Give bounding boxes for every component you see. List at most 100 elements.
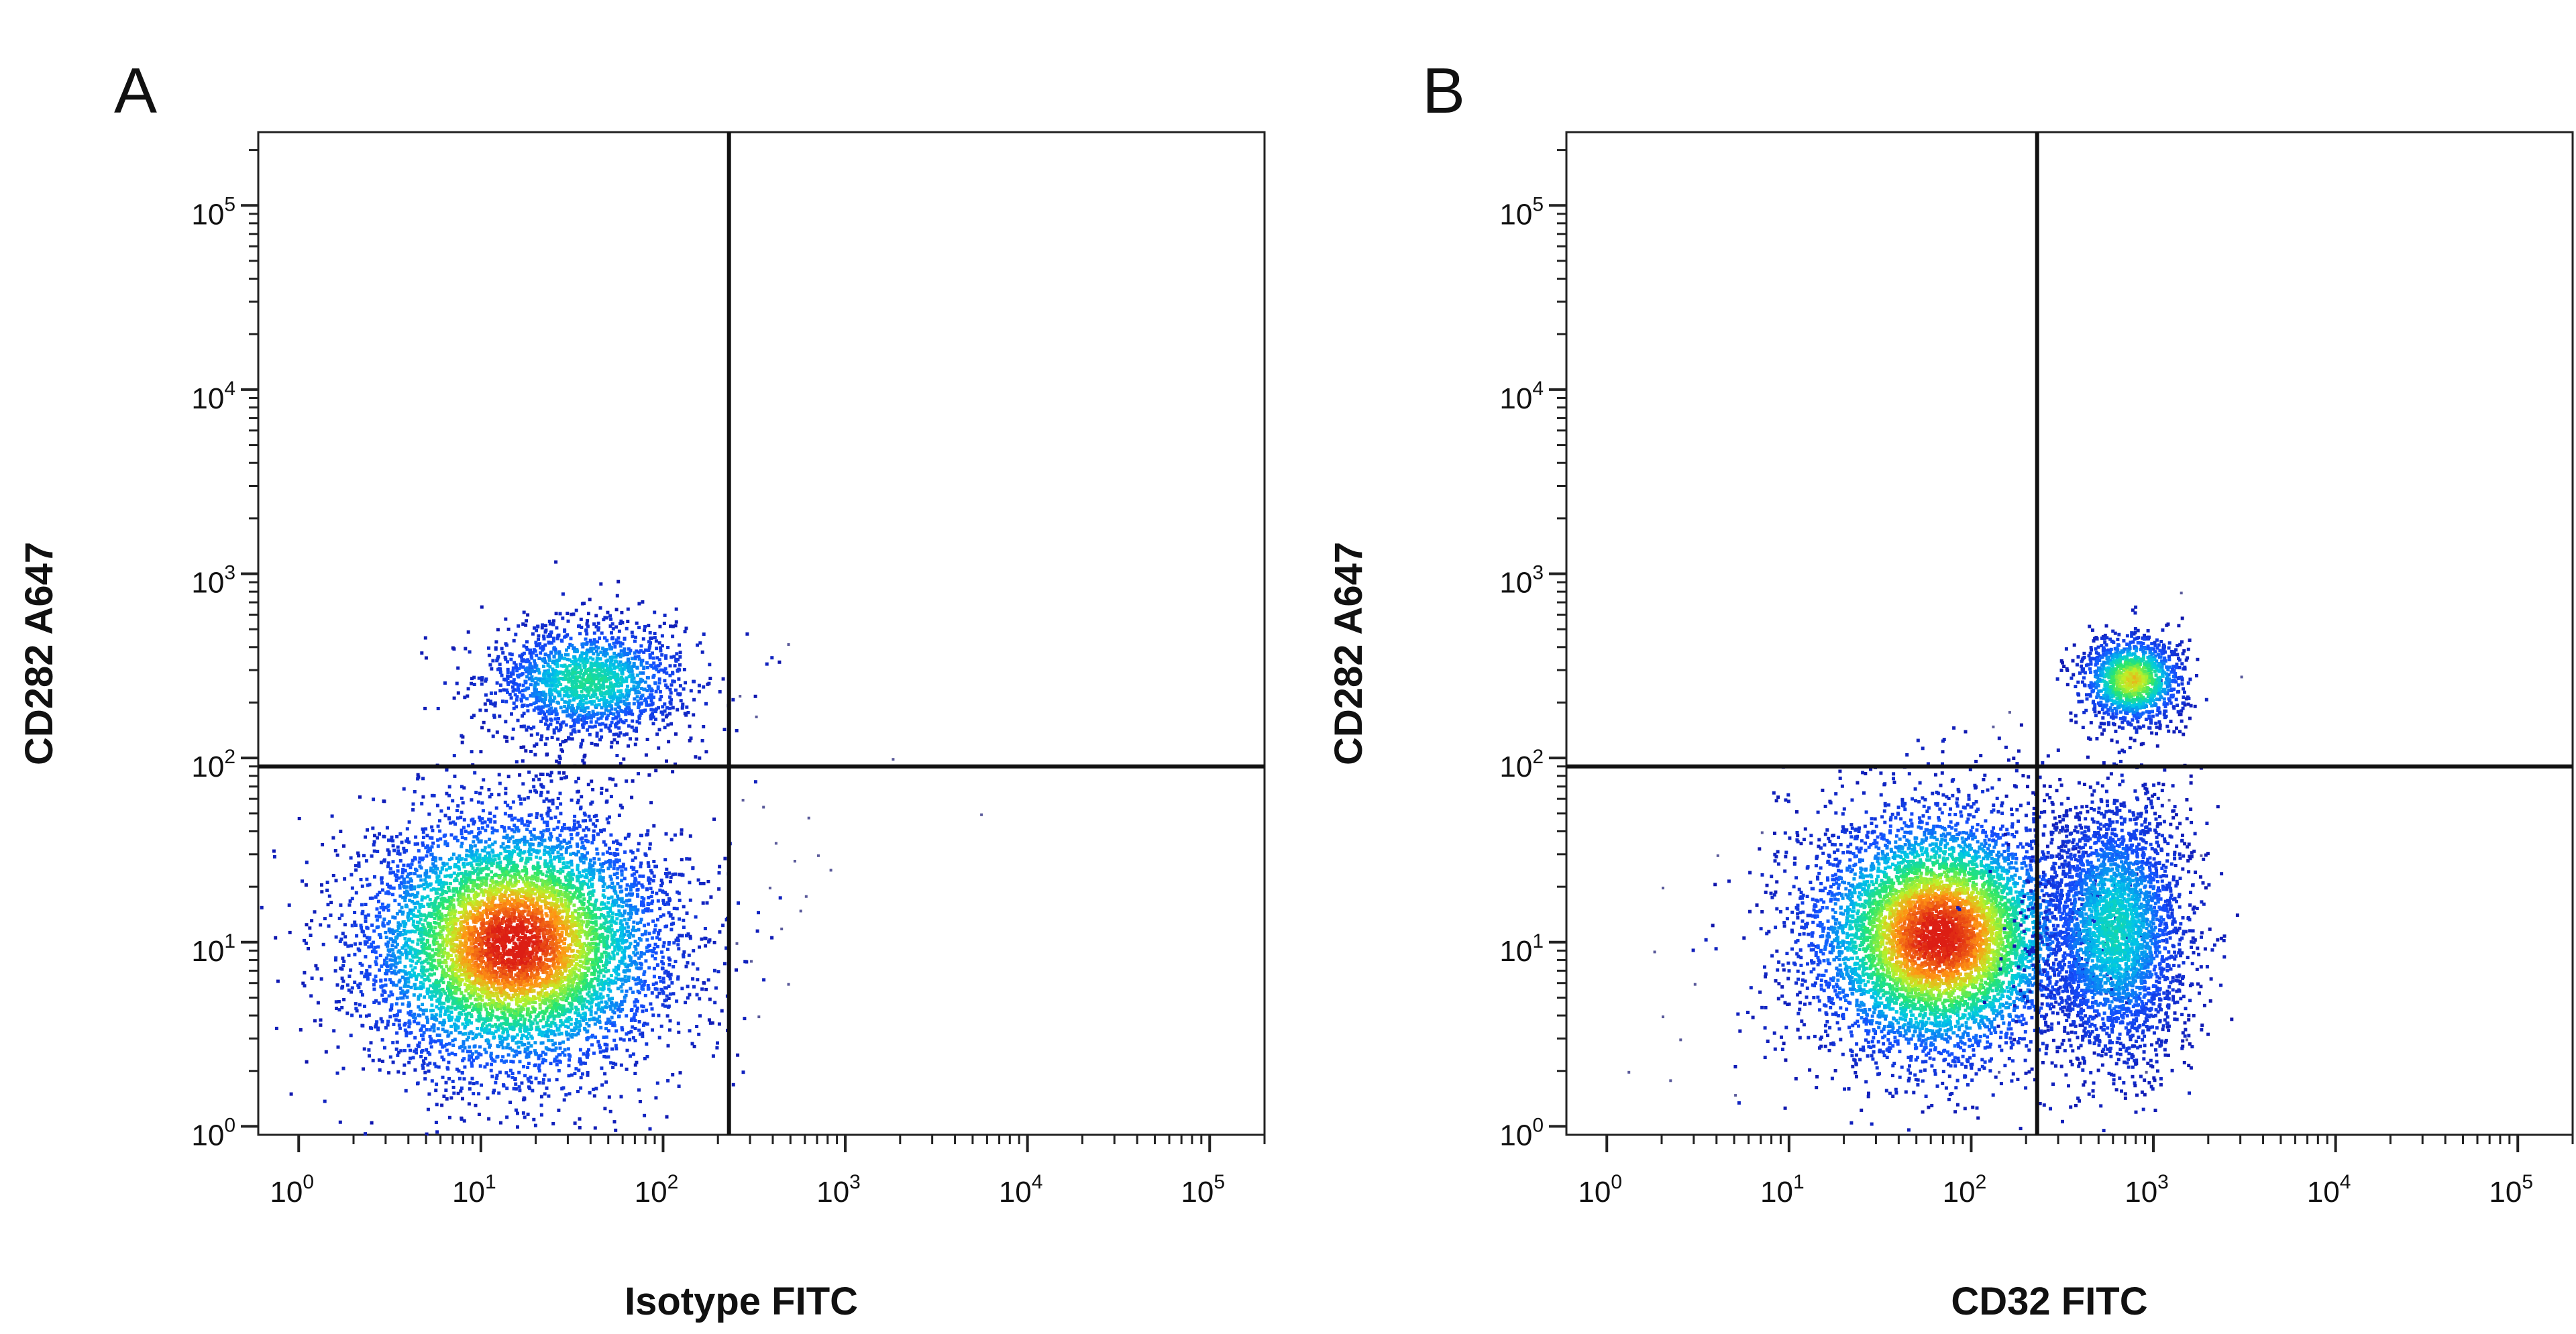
event-dot — [519, 922, 523, 926]
event-dot — [569, 1017, 573, 1021]
event-dot — [513, 984, 516, 988]
event-dot — [533, 1123, 537, 1127]
event-dot — [435, 1033, 439, 1037]
event-dot — [527, 814, 531, 817]
event-dot — [630, 1008, 634, 1011]
event-dot — [666, 1078, 670, 1082]
event-dot — [385, 972, 388, 976]
event-dot — [704, 987, 708, 991]
event-dot — [432, 942, 436, 946]
event-dot — [494, 1001, 498, 1005]
event-dot — [609, 795, 613, 799]
event-dot — [559, 984, 564, 988]
event-dot — [574, 1033, 578, 1037]
event-dot — [490, 1074, 494, 1078]
event-dot — [523, 1115, 527, 1119]
event-dot — [541, 872, 545, 876]
event-dot — [582, 1012, 586, 1016]
event-dot — [542, 933, 546, 937]
event-dot — [653, 942, 657, 946]
event-dot — [407, 880, 411, 884]
event-dot — [529, 1080, 533, 1085]
event-dot — [505, 739, 509, 743]
event-dot — [570, 869, 574, 873]
event-dot — [634, 878, 638, 882]
event-dot — [499, 1121, 502, 1125]
event-dot — [587, 966, 591, 970]
event-dot — [440, 1103, 444, 1107]
event-dot — [558, 1024, 562, 1028]
event-dot — [360, 911, 364, 915]
event-dot — [538, 1006, 542, 1010]
event-dot — [386, 861, 390, 865]
event-dot — [500, 869, 504, 873]
event-dot — [385, 826, 389, 830]
event-dot — [592, 814, 596, 818]
event-dot — [555, 898, 559, 901]
event-dot — [546, 1028, 550, 1032]
event-dot — [525, 828, 529, 832]
event-dot — [370, 1026, 374, 1030]
event-dot — [480, 817, 484, 821]
event-dot — [405, 1034, 409, 1038]
event-dot — [424, 1008, 428, 1012]
event-dot — [606, 821, 610, 825]
event-dot — [511, 946, 515, 950]
event-dot — [380, 881, 384, 885]
event-dot — [523, 1021, 527, 1025]
event-dot — [570, 1073, 574, 1077]
event-dot — [464, 882, 468, 885]
event-dot — [617, 909, 621, 913]
event-dot — [365, 968, 369, 972]
event-dot — [566, 861, 570, 865]
event-dot — [482, 980, 486, 983]
event-dot — [599, 1025, 603, 1030]
event-dot — [379, 936, 382, 939]
event-dot — [566, 1019, 570, 1023]
event-dot — [582, 828, 586, 832]
event-dot — [419, 1054, 423, 1058]
event-dot — [433, 921, 437, 924]
event-dot — [723, 856, 727, 860]
event-dot — [372, 843, 376, 847]
event-dot — [482, 983, 486, 987]
event-dot — [525, 930, 529, 934]
event-dot — [627, 963, 631, 967]
event-dot — [446, 956, 450, 960]
event-dot — [417, 921, 421, 925]
event-dot — [535, 950, 539, 954]
event-dot — [549, 915, 553, 919]
event-dot — [527, 1041, 531, 1045]
event-dot — [528, 911, 532, 915]
event-dot — [441, 943, 445, 947]
event-dot — [526, 824, 530, 828]
event-dot — [562, 771, 566, 775]
event-dot — [399, 996, 403, 1000]
event-dot — [490, 876, 494, 879]
event-dot — [447, 858, 451, 862]
event-dot — [667, 985, 671, 988]
event-dot — [378, 954, 382, 958]
event-dot — [483, 931, 487, 935]
event-dot — [570, 936, 574, 940]
event-dot — [416, 925, 420, 928]
event-dot — [608, 930, 612, 934]
event-dot — [457, 988, 461, 992]
event-dot — [518, 875, 522, 879]
event-dot — [677, 947, 681, 951]
event-dot — [609, 833, 613, 837]
event-dot — [501, 842, 505, 846]
event-dot — [592, 838, 596, 842]
event-dot — [451, 852, 455, 856]
event-dot — [677, 891, 681, 895]
event-dot — [397, 902, 401, 906]
event-dot — [670, 981, 674, 985]
event-dot — [610, 1015, 614, 1019]
event-dot — [735, 968, 738, 972]
event-dot — [411, 908, 415, 912]
event-dot — [409, 877, 413, 881]
event-dot — [471, 866, 475, 870]
event-dot — [433, 994, 437, 998]
event-dot — [461, 801, 465, 805]
event-dot — [564, 898, 567, 902]
